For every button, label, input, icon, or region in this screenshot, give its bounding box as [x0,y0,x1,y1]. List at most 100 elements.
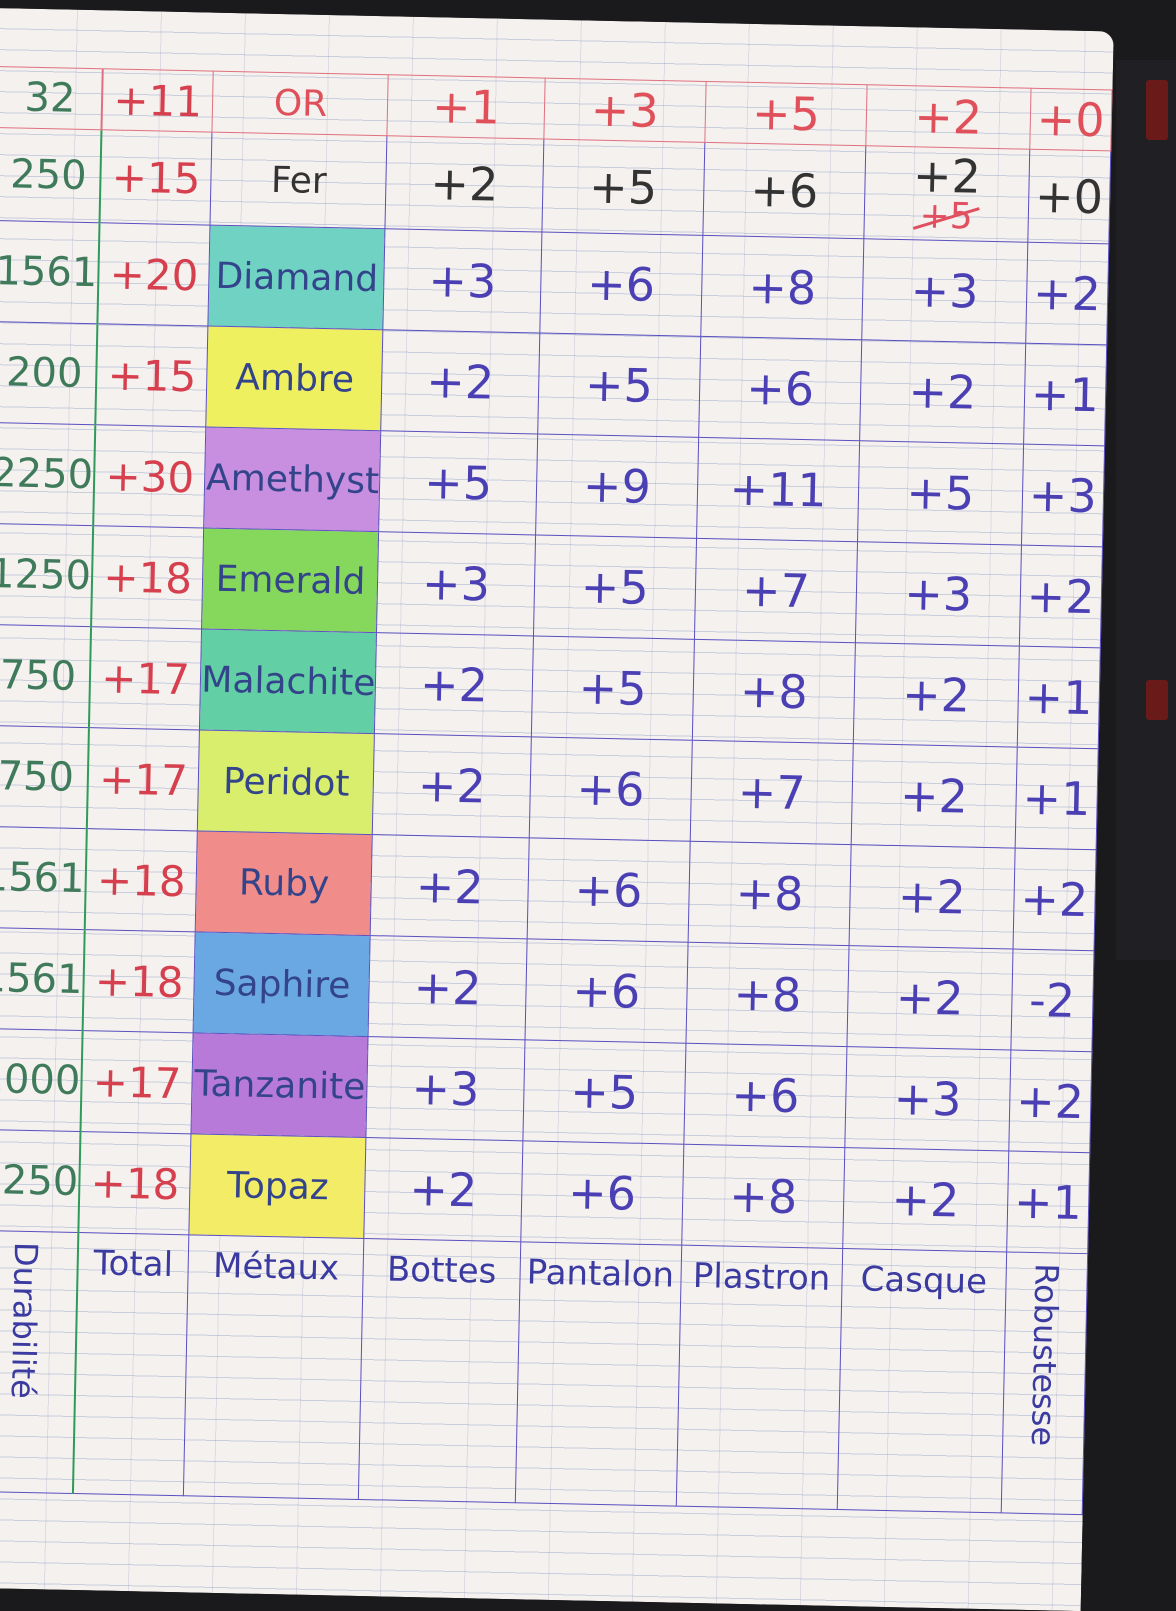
chestplate-cell: +6 [702,142,866,239]
metal-cell: Emerald [201,528,380,633]
chestplate-cell: +7 [690,740,854,845]
helmet-cell: +2 [853,642,1019,748]
metal-cell: Fer [210,132,388,229]
helmet-cell: +2 [849,844,1015,950]
durability-cell: 750 [0,624,91,728]
total-cell: +20 [97,222,211,327]
durability-cell: 1561 [0,927,85,1031]
pants-cell: +5 [541,139,705,236]
helmet-cell: +2 +5 [863,145,1030,243]
chestplate-cell: +5 [704,81,868,146]
robustness-cell: +3 [1020,444,1105,547]
boots-cell: +3 [366,1036,525,1141]
helmet-cell: +3 [861,238,1028,344]
chestplate-cell: +11 [696,437,860,542]
boots-cell: +2 [370,834,529,939]
metal-cell: Ruby [195,830,373,936]
total-cell: +17 [88,626,202,730]
pants-cell: +6 [520,1140,684,1246]
metal-cell: OR [212,71,389,136]
durability-cell: 750 [0,725,89,829]
robustness-cell: +2 [1018,545,1103,648]
robustness-cell: +2 [1025,242,1109,345]
durability-cell: 1250 [0,1129,81,1233]
value-text: +2 [912,148,982,204]
robustness-cell: +2 [1008,1050,1092,1153]
metal-cell: Topaz [189,1133,367,1239]
metal-cell: Malachite [199,628,377,734]
pants-cell: +6 [524,938,689,1044]
durability-cell: 1561 [0,220,100,324]
column-label: Bottes [358,1238,521,1503]
total-label: Total [72,1232,190,1496]
robustness-cell: +1 [1006,1150,1090,1254]
boots-cell: +5 [379,430,538,535]
robustness-label: Robustesse [1000,1251,1088,1515]
pants-cell: +6 [528,736,693,842]
total-cell: +18 [78,1131,192,1235]
pants-cell: +5 [530,635,695,741]
column-label: Casque [837,1248,1007,1513]
helmet-cell: +3 [844,1046,1011,1151]
durability-cell: 200 [0,321,98,425]
robustness-cell: +1 [1023,343,1107,446]
boots-cell: +3 [376,531,536,636]
device-light [1146,680,1168,720]
column-label: Plastron [676,1245,843,1510]
durability-cell: 1561 [0,826,87,930]
device-light [1146,80,1168,140]
chestplate-cell: +6 [698,336,862,441]
robustness-cell: +1 [1014,747,1099,850]
durability-cell: 250 [0,127,102,223]
chestplate-cell: +8 [700,235,864,340]
total-cell: +15 [99,129,213,226]
chestplate-cell: +8 [692,639,856,744]
robustness-cell: +0 [1029,88,1113,151]
durability-cell: 1250 [0,523,93,627]
robustness-cell: -2 [1010,949,1094,1052]
metals-label: Métaux [183,1234,365,1500]
total-cell: +30 [92,424,207,529]
durability-cell: 2250 [0,422,96,526]
robustness-cell: +1 [1016,646,1101,749]
total-cell: +18 [84,828,198,932]
total-cell: +18 [82,929,196,1033]
helmet-cell: +5 [857,440,1024,546]
metal-cell: Peridot [197,729,375,835]
metal-cell: Saphire [193,931,371,1037]
pants-cell: +6 [539,232,703,337]
metal-cell: Diamand [208,225,386,330]
pants-cell: +5 [533,534,697,640]
armor-stats-table: 32 +11 OR +1 +3 +5 +2 +0 250 +15 Fer +2 +5… [0,66,1113,1515]
pants-cell: +6 [526,837,691,943]
boots-cell: +2 [364,1137,523,1242]
helmet-cell: +2 [842,1147,1009,1252]
helmet-cell: +2 [859,339,1026,445]
helmet-cell: +2 [851,743,1017,849]
metal-cell: Ambre [206,326,384,431]
chestplate-cell: +7 [694,538,858,643]
boots-cell: +2 [385,135,544,233]
boots-cell: +1 [387,74,545,140]
total-cell: +15 [95,323,209,428]
metal-cell: Amethyst [204,427,382,532]
durability-cell: 1000 [0,1028,83,1132]
boots-cell: +3 [383,228,542,333]
durability-label: Durabilité [0,1230,79,1494]
footer-label-row: Durabilité Total Métaux Bottes Pantalon Pla… [0,1230,1088,1515]
chestplate-cell: +8 [688,841,852,946]
notebook-page: 32 +11 OR +1 +3 +5 +2 +0 250 +15 Fer +2 +5… [0,8,1114,1611]
total-cell: +17 [80,1030,194,1134]
boots-cell: +2 [372,733,531,838]
robustness-cell: +0 [1027,149,1111,244]
helmet-cell: +2 [865,84,1031,150]
helmet-cell: +3 [855,541,1021,647]
chestplate-cell: +8 [681,1144,845,1249]
helmet-cell: +2 [846,945,1013,1051]
column-label: Pantalon [514,1241,682,1507]
chestplate-cell: +8 [685,942,850,1047]
pants-cell: +3 [543,78,707,143]
pants-cell: +9 [535,433,699,539]
boots-cell: +2 [381,329,540,434]
robustness-cell: +2 [1012,848,1097,951]
